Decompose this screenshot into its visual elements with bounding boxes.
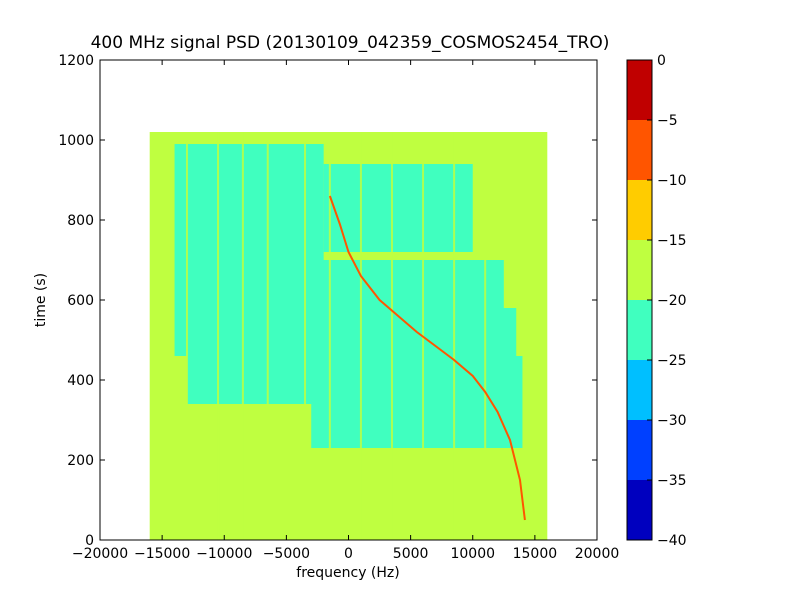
heatmap-cell (311, 404, 523, 448)
y-tick-label: 800 (67, 213, 94, 229)
x-tick-label: −20000 (72, 546, 128, 562)
colorbar-tick-label: −5 (657, 113, 678, 129)
y-tick-label: 400 (67, 373, 94, 389)
y-axis-label: time (s) (33, 273, 49, 327)
vertical-interference-lines (161, 132, 487, 540)
y-tick-label: 600 (67, 293, 94, 309)
colorbar-tick-label: −15 (657, 233, 687, 249)
colorbar-tick-label: −10 (657, 173, 687, 189)
x-tick-label: 5000 (393, 546, 429, 562)
heatmap-cell (323, 164, 473, 252)
colorbar-segment (627, 300, 652, 360)
heatmap-cell (174, 260, 504, 308)
colorbar-segment (627, 60, 652, 120)
y-tick-label: 200 (67, 453, 94, 469)
plot-area (99, 59, 598, 541)
x-tick-label: 20000 (575, 546, 620, 562)
colorbar-segment (627, 120, 652, 180)
colorbar-tick-label: −20 (657, 293, 687, 309)
x-tick-label: −15000 (134, 546, 190, 562)
x-tick-label: −5000 (263, 546, 310, 562)
x-axis-label: frequency (Hz) (296, 565, 399, 581)
heatmap (149, 132, 548, 540)
colorbar-tick-label: −35 (657, 473, 687, 489)
heatmap-cell (174, 308, 517, 356)
x-tick-label: 0 (344, 546, 353, 562)
colorbar-segment (627, 480, 652, 540)
colorbar-segment (627, 360, 652, 420)
x-tick-label: 10000 (450, 546, 495, 562)
colorbar-tick-label: −30 (657, 413, 687, 429)
colorbar-segment (627, 240, 652, 300)
y-tick-label: 0 (85, 533, 94, 549)
y-tick-label: 1000 (58, 133, 94, 149)
heatmap-cell (186, 356, 523, 404)
y-axis-ticks: 0 200 400 600 800 1000 1200 (58, 53, 597, 549)
colorbar-tick-label: −25 (657, 353, 687, 369)
colorbar-tick-label: −40 (657, 533, 687, 549)
heatmap-cell (174, 144, 324, 260)
colorbar: 0 −5 −10 −15 −20 −25 −30 −35 −40 (626, 53, 687, 549)
colorbar-tick-label: 0 (657, 53, 666, 69)
chart-title: 400 MHz signal PSD (20130109_042359_COSM… (91, 33, 610, 53)
x-tick-label: 15000 (513, 546, 558, 562)
x-axis-ticks: −20000 −15000 −10000 −5000 0 5000 10000 15000 20… (72, 60, 619, 562)
colorbar-segment (627, 180, 652, 240)
colorbar-segment (627, 420, 652, 480)
x-tick-label: −10000 (196, 546, 252, 562)
signal-trace (328, 195, 526, 521)
y-tick-label: 1200 (58, 53, 94, 69)
